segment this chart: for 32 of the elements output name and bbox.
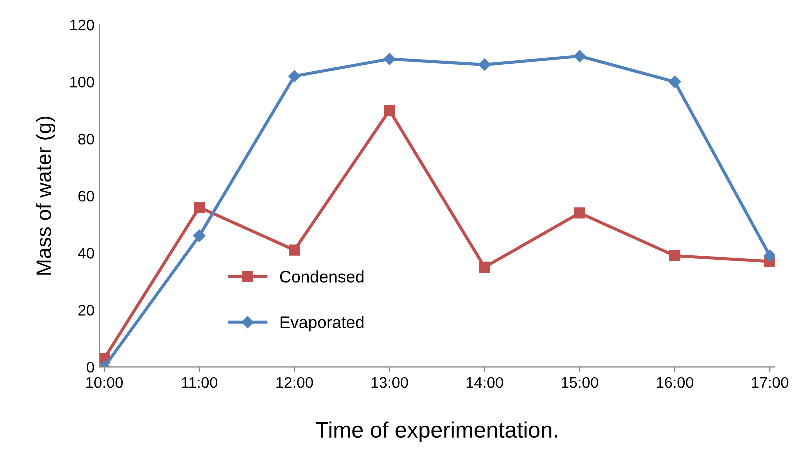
- point: [479, 262, 490, 273]
- point: [574, 50, 586, 62]
- point: [478, 58, 491, 72]
- point: [289, 244, 300, 256]
- y-axis-title: Mass of water (g): [36, 116, 56, 275]
- point: [764, 250, 775, 262]
- point: [194, 202, 206, 214]
- point: [574, 208, 586, 219]
- y-tick-label: 20: [78, 305, 94, 316]
- y-tick-label: 100: [70, 76, 94, 88]
- x-tick-label: 14:00: [466, 377, 504, 388]
- x-tick-label: 15:00: [562, 377, 598, 388]
- point: [288, 70, 301, 82]
- x-tick-label: 12:00: [276, 377, 314, 388]
- legend-label: Evaporated: [280, 316, 364, 332]
- x-tick-label: 11:00: [182, 377, 218, 388]
- y-tick-label: 120: [70, 20, 94, 31]
- x-axis-title: Time of experimentation.: [316, 422, 558, 442]
- x-tick-label: 16:00: [657, 377, 694, 388]
- y-tick-label: 80: [78, 134, 94, 145]
- x-tick-label: 13:00: [372, 377, 408, 388]
- x-tick-label: 10:00: [86, 377, 124, 388]
- point: [384, 105, 396, 116]
- point: [193, 230, 206, 242]
- y-tick-label: 0: [86, 362, 94, 373]
- x-tick-label: 17:00: [752, 377, 789, 388]
- legend-label: Condensed: [280, 270, 364, 283]
- point: [384, 53, 396, 66]
- y-tick-label: 60: [78, 190, 94, 202]
- point: [668, 76, 682, 88]
- point: [669, 250, 681, 262]
- y-tick-label: 40: [78, 248, 94, 259]
